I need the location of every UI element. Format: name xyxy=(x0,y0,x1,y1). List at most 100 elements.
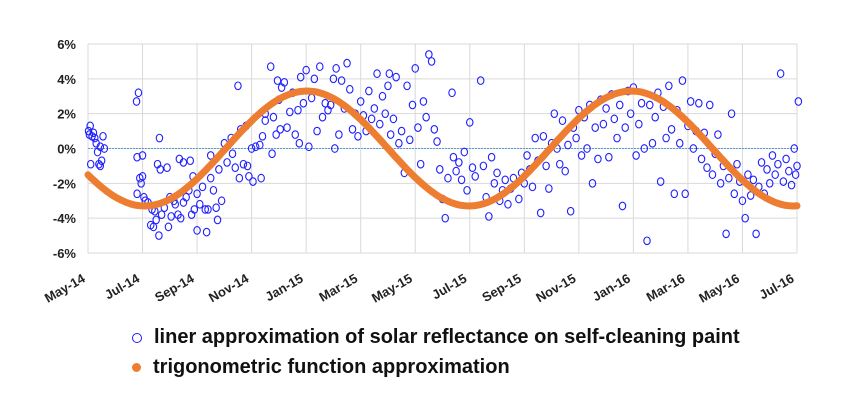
scatter-point xyxy=(716,178,725,188)
scatter-point xyxy=(99,131,107,141)
x-tick-label: Nov-15 xyxy=(533,271,578,306)
chart-svg: 6% 4% 2% 0% -2% -4% -6% May-14 Jul-14 Sep-14 Nov-1… xyxy=(42,37,803,306)
scatter-point xyxy=(635,119,643,129)
scatter-point xyxy=(86,121,94,131)
scatter-point xyxy=(346,84,354,94)
scatter-point xyxy=(542,161,550,171)
scatter-point xyxy=(318,112,327,122)
scatter-point xyxy=(430,124,439,134)
scatter-point xyxy=(239,159,248,169)
scatter-point xyxy=(198,182,207,192)
scatter-point xyxy=(727,109,736,119)
scatter-point xyxy=(310,74,319,84)
scatter-point xyxy=(787,180,796,190)
scatter-point xyxy=(501,175,509,185)
scatter-point xyxy=(414,123,422,132)
scatter-point xyxy=(643,236,651,246)
scatter-point xyxy=(566,206,575,216)
scatter-point xyxy=(714,130,722,139)
scatter-point xyxy=(493,168,501,178)
scatter-point xyxy=(132,97,141,106)
scatter-point xyxy=(528,182,537,192)
scatter-point xyxy=(791,170,800,179)
scatter-point xyxy=(591,123,599,132)
scatter-point xyxy=(305,142,313,152)
scatter-point xyxy=(155,133,164,143)
scatter-point xyxy=(602,104,610,113)
scatter-point xyxy=(744,170,752,179)
x-tick-label: Jul-16 xyxy=(756,271,796,303)
scatter-point xyxy=(384,81,392,91)
scatter-point xyxy=(572,133,580,143)
scatter-point xyxy=(296,72,305,82)
trig-curve-line xyxy=(84,87,801,210)
x-tick-label: Mar-16 xyxy=(644,271,688,305)
scatter-point xyxy=(307,93,316,103)
scatter-point xyxy=(558,116,567,125)
scatter-point xyxy=(381,109,389,119)
scatter-point xyxy=(269,112,278,122)
scatter-point xyxy=(681,189,689,199)
scatter-point xyxy=(455,158,463,167)
legend-item-scatter: liner approximation of solar reflectance… xyxy=(132,326,740,349)
scatter-point xyxy=(201,205,210,214)
scatter-point xyxy=(215,165,223,174)
y-tick-label: 2% xyxy=(57,107,76,122)
scatter-point xyxy=(599,119,608,129)
scatter-point xyxy=(468,163,477,173)
scatter-point xyxy=(645,100,654,110)
scatter-point xyxy=(367,114,376,124)
scatter-point xyxy=(771,170,779,179)
scatter-point xyxy=(294,105,302,115)
scatter-point xyxy=(794,97,803,106)
scatter-point xyxy=(354,131,362,141)
scatter-point xyxy=(89,128,98,138)
scatter-point xyxy=(648,138,657,148)
scatter-point xyxy=(256,140,264,150)
scatter-point xyxy=(228,149,237,159)
x-tick-label: Sep-14 xyxy=(152,270,197,305)
scatter-point xyxy=(665,81,673,91)
scatter-point xyxy=(594,154,602,164)
scatter-point xyxy=(675,138,684,148)
scatter-point xyxy=(463,185,471,195)
x-tick-label: May-15 xyxy=(369,271,415,306)
scatter-point xyxy=(156,165,165,174)
scatter-point xyxy=(703,163,711,173)
scatter-point xyxy=(610,114,619,124)
scatter-point xyxy=(206,173,215,183)
x-tick-label: Jul-15 xyxy=(429,271,469,303)
legend-item-curve: trigonometric function approximation xyxy=(132,356,510,379)
scatter-point xyxy=(618,201,627,211)
scatter-point xyxy=(605,152,613,162)
scatter-point xyxy=(408,100,417,110)
scatter-point xyxy=(276,124,284,134)
scatter-point xyxy=(656,177,665,186)
scatter-point xyxy=(331,144,339,153)
scatter-point xyxy=(561,166,569,176)
scatter-point xyxy=(733,159,741,169)
scatter-point xyxy=(436,165,444,174)
scatter-point xyxy=(419,97,428,106)
scatter-point xyxy=(212,203,220,213)
scatter-point xyxy=(348,124,357,134)
scatter-point xyxy=(695,98,703,108)
scatter-point xyxy=(637,98,646,108)
scatter-point xyxy=(444,173,452,183)
scatter-point xyxy=(725,173,733,183)
scatter-point xyxy=(779,177,788,186)
scatter-point xyxy=(96,142,105,152)
scatter-point xyxy=(316,62,324,71)
scatter-point xyxy=(490,178,499,188)
scatter-point xyxy=(190,205,199,214)
scatter-point xyxy=(615,100,624,110)
scatter-point xyxy=(422,112,430,122)
scatter-point xyxy=(257,173,265,183)
scatter-point xyxy=(662,133,670,143)
scatter-point xyxy=(670,189,679,199)
scatter-point xyxy=(689,144,698,153)
scatter-point xyxy=(202,227,211,237)
scatter-point xyxy=(193,226,201,235)
scatter-point xyxy=(176,213,185,223)
scatter-point xyxy=(705,100,714,110)
